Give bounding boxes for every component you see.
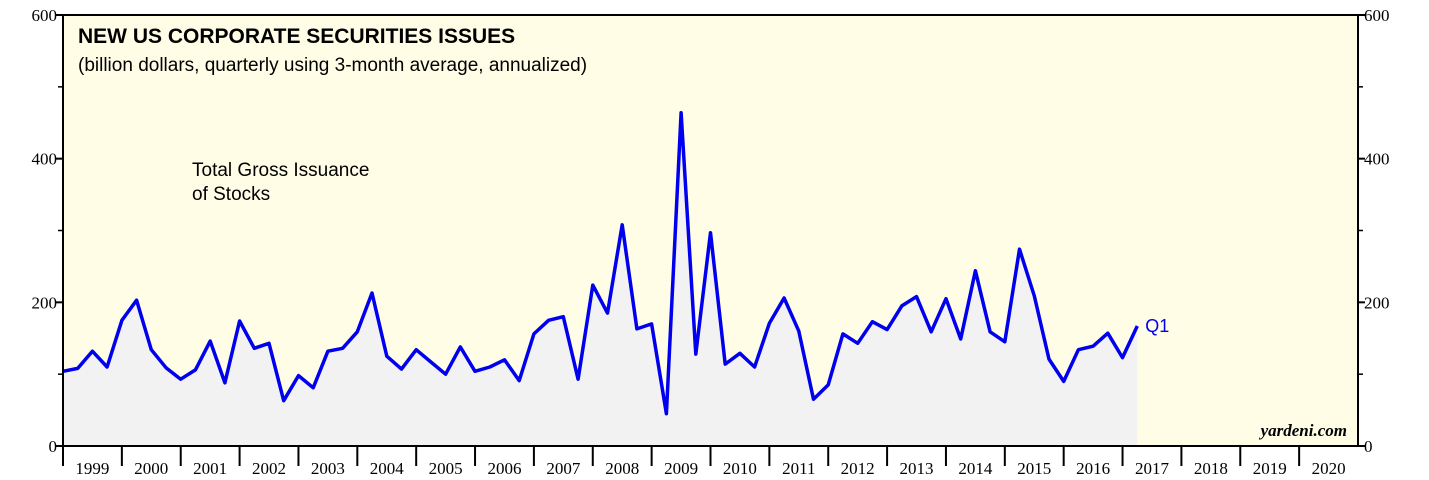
x-tick-label: 2006: [487, 459, 521, 478]
x-tick-label: 2017: [1135, 459, 1170, 478]
x-tick-label: 2009: [664, 459, 698, 478]
x-tick-label: 2015: [1017, 459, 1051, 478]
chart-subtitle: (billion dollars, quarterly using 3-mont…: [78, 55, 587, 76]
x-tick-label: 2016: [1076, 459, 1110, 478]
chart-title: NEW US CORPORATE SECURITIES ISSUES: [78, 25, 515, 48]
y-tick-label: 200: [32, 293, 58, 312]
annotation: Total Gross Issuance: [192, 160, 369, 181]
x-tick-label: 2004: [370, 459, 405, 478]
x-tick-label: 2001: [193, 459, 227, 478]
x-tick-label: 2012: [841, 459, 875, 478]
source: yardeni.com: [1259, 421, 1347, 440]
y-tick-label: 600: [32, 6, 58, 25]
x-tick-label: 2000: [134, 459, 168, 478]
x-tick-label: 2007: [546, 459, 581, 478]
x-tick-label: 2008: [605, 459, 639, 478]
x-tick-label: 2003: [311, 459, 345, 478]
end-label: Q1: [1145, 316, 1169, 336]
x-tick-label: 2002: [252, 459, 286, 478]
y2-tick-label: 400: [1364, 150, 1390, 169]
x-tick-label: 2019: [1253, 459, 1287, 478]
area: [63, 112, 1138, 446]
x-tick-label: 2011: [782, 459, 815, 478]
x-tick-label: 2020: [1312, 459, 1346, 478]
y-tick-label: 400: [32, 150, 58, 169]
y2-tick-label: 600: [1364, 6, 1390, 25]
y-tick-label: 0: [49, 437, 58, 456]
x-tick-label: 2013: [900, 459, 934, 478]
y2-tick-label: 0: [1364, 437, 1373, 456]
series-line: [62, 110, 1139, 416]
x-tick-label: 2010: [723, 459, 757, 478]
x-tick-label: 2005: [429, 459, 463, 478]
annotation: of Stocks: [192, 184, 270, 205]
x-tick-label: 1999: [75, 459, 109, 478]
y2-tick-label: 200: [1364, 293, 1390, 312]
x-tick-label: 2014: [958, 459, 993, 478]
x-tick-label: 2018: [1194, 459, 1228, 478]
